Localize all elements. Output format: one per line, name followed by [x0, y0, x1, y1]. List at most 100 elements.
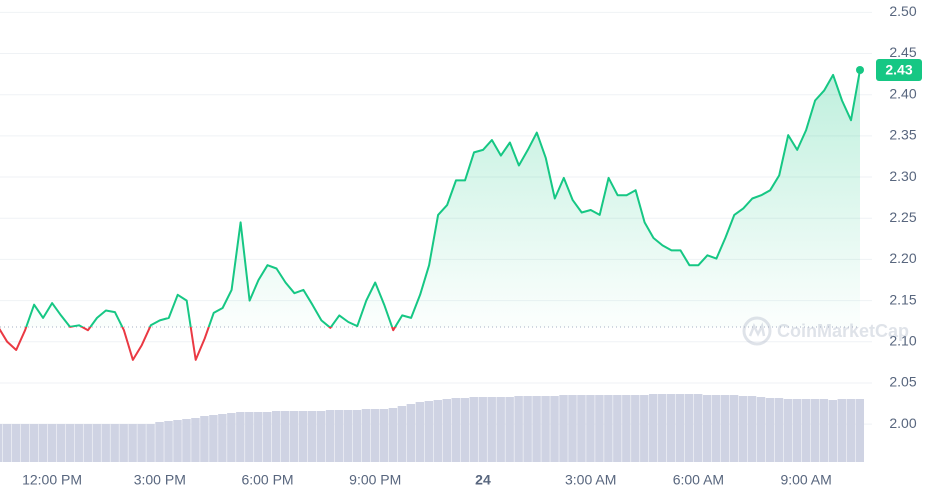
volume-bar — [478, 397, 487, 462]
volume-bar — [747, 396, 757, 462]
last-point — [856, 66, 864, 74]
volume-bar — [496, 397, 505, 462]
volume-bar — [711, 395, 721, 462]
volume-bar — [65, 424, 75, 462]
volume-bar — [298, 411, 308, 462]
volume-bar — [433, 400, 443, 462]
volume-bar — [415, 402, 425, 462]
watermark: CoinMarketCap — [742, 316, 909, 346]
volume-bar — [756, 397, 766, 462]
volume-bar — [684, 394, 694, 462]
volume-bar — [577, 395, 586, 462]
volume-bar — [343, 410, 353, 462]
y-tick-label: 2.10 — [889, 332, 916, 348]
y-tick-label: 2.45 — [889, 44, 916, 60]
volume-bar — [47, 424, 57, 462]
volume-bar — [397, 406, 407, 462]
volume-bar — [388, 408, 398, 462]
volume-bar — [828, 400, 838, 462]
volume-bar — [819, 399, 829, 462]
volume-bar — [720, 395, 730, 462]
volume-bar — [361, 409, 371, 462]
volume-bar — [666, 394, 676, 462]
volume-bar — [658, 394, 667, 462]
price-badge — [876, 59, 922, 81]
volume-bar — [523, 396, 532, 462]
volume-bar — [200, 416, 209, 462]
volume-bar — [352, 410, 362, 462]
volume-bar — [774, 398, 784, 462]
volume-bar — [631, 395, 640, 462]
price-line — [0, 69, 861, 361]
volume-bar — [280, 411, 290, 462]
watermark-logo-mark — [748, 322, 766, 337]
volume-bar — [649, 394, 658, 462]
y-tick-label: 2.35 — [889, 127, 916, 143]
x-tick-label: 3:00 PM — [134, 472, 186, 488]
volume-bar — [729, 395, 739, 462]
volume-bar — [460, 398, 469, 462]
volume-bar — [245, 412, 254, 462]
x-tick-label: 6:00 AM — [673, 472, 724, 488]
volume-bar — [325, 410, 335, 462]
volume-bar — [783, 399, 793, 462]
watermark-logo — [742, 316, 772, 346]
volume-bar — [532, 396, 541, 462]
volume-bar — [846, 399, 856, 462]
volume-bar — [765, 398, 775, 462]
volume-bar — [83, 424, 92, 462]
y-tick-label: 2.15 — [889, 291, 916, 307]
volume-bar — [29, 424, 39, 462]
volume-bar — [56, 424, 66, 462]
volume-bar — [182, 419, 191, 462]
volume-bar — [11, 424, 21, 462]
price-badge-label: 2.43 — [885, 62, 912, 78]
volume-bar — [801, 399, 811, 462]
x-tick-label: 24 — [475, 472, 491, 488]
volume-bar — [550, 396, 559, 462]
x-tick-label: 9:00 PM — [349, 472, 401, 488]
volume-bar — [209, 415, 218, 462]
volume-bar — [0, 424, 3, 462]
volume-bar — [855, 399, 864, 462]
volume-bar — [810, 399, 820, 462]
volume-bar — [173, 420, 182, 462]
volume-bar — [155, 422, 164, 462]
watermark-text: CoinMarketCap — [777, 321, 909, 341]
volume-bar — [640, 395, 649, 462]
volume-bar — [837, 399, 847, 462]
volume-bar — [254, 412, 263, 462]
volume-bar — [307, 411, 317, 462]
y-tick-label: 2.25 — [889, 209, 916, 225]
volume-bar — [227, 413, 236, 462]
y-tick-label: 2.30 — [889, 168, 916, 184]
volume-bar — [164, 421, 173, 462]
volume-bar — [559, 395, 568, 462]
volume-bar — [514, 396, 523, 462]
volume-bar — [92, 424, 101, 462]
volume-bar — [74, 424, 83, 462]
volume-bar — [469, 397, 478, 462]
volume-bar — [675, 394, 685, 462]
volume-bar — [487, 397, 496, 462]
volume-bar — [595, 395, 604, 462]
volume-bar — [20, 424, 30, 462]
volume-bar — [2, 424, 12, 462]
volume-bar — [146, 424, 155, 462]
volume-bar — [613, 395, 622, 462]
volume-bar — [316, 411, 326, 462]
volume-bar — [451, 398, 461, 462]
y-tick-label: 2.40 — [889, 85, 916, 101]
volume-bar — [128, 424, 137, 462]
volume-bar — [442, 399, 452, 462]
volume-bar — [137, 424, 146, 462]
volume-bar — [101, 424, 110, 462]
y-tick-label: 2.00 — [889, 415, 916, 431]
volume-bar — [379, 409, 389, 462]
volume-bar — [263, 412, 272, 462]
volume-bar — [119, 424, 128, 462]
x-tick-label: 6:00 PM — [241, 472, 293, 488]
volume-bar — [406, 404, 416, 462]
y-tick-label: 2.20 — [889, 250, 916, 266]
